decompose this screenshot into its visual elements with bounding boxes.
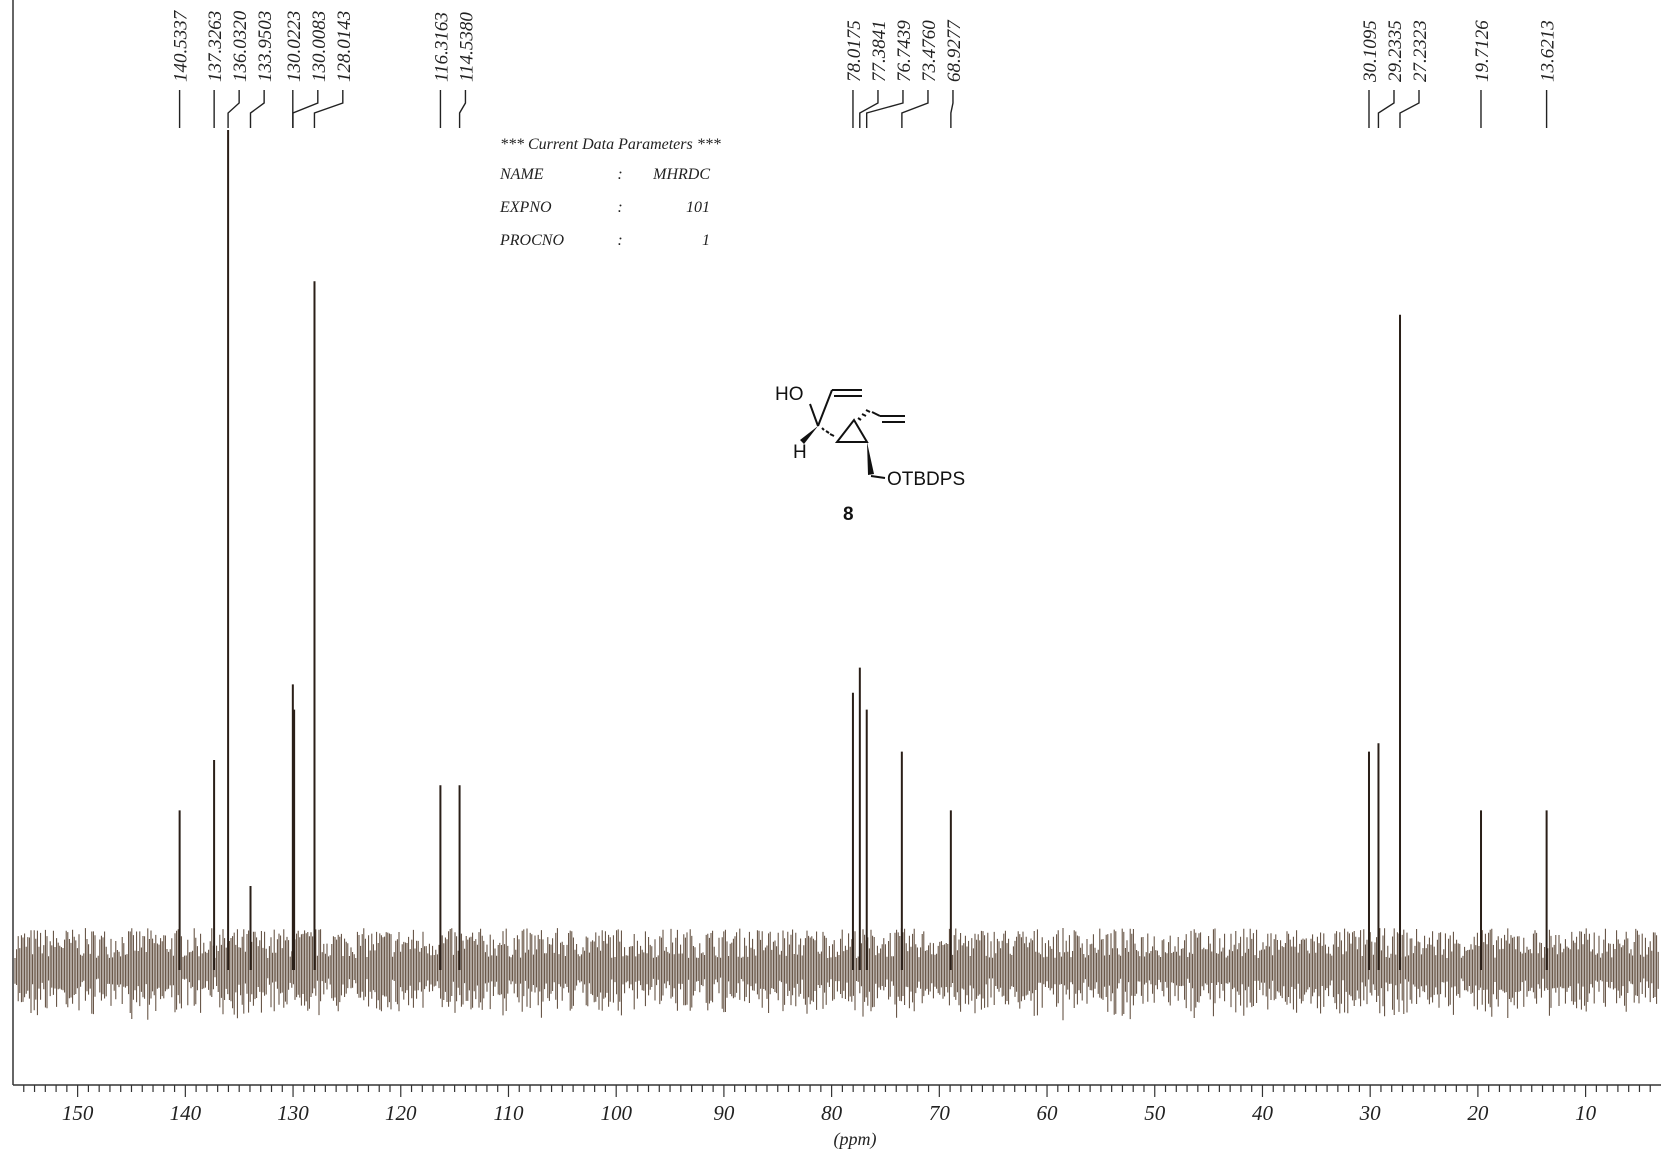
- peak-label: 13.6213: [1538, 20, 1559, 82]
- param-row-expno: EXPNO : 101: [500, 199, 721, 232]
- x-tick-label: 110: [494, 1101, 524, 1125]
- peak-label: 19.7126: [1472, 20, 1493, 82]
- x-tick-label: 90: [713, 1101, 735, 1125]
- baseline-noise: [14, 928, 1659, 1021]
- peak-label: 128.0143: [334, 11, 355, 82]
- parameters-title: *** Current Data Parameters ***: [500, 136, 721, 153]
- param-key: NAME: [500, 166, 544, 183]
- param-colon: :: [617, 166, 623, 183]
- peak-label: 130.0223: [284, 11, 305, 82]
- peak-label-connector: [859, 90, 879, 128]
- param-key: PROCNO: [500, 232, 564, 249]
- peak-label-connector: [227, 90, 240, 128]
- param-key: EXPNO: [500, 199, 552, 216]
- peak-label: 136.0320: [230, 10, 251, 82]
- molecule-otbdps-label: OTBDPS: [887, 469, 965, 490]
- peak-label: 27.2323: [1410, 20, 1431, 82]
- x-tick-label: 150: [62, 1101, 94, 1125]
- x-tick-label: 120: [385, 1101, 417, 1125]
- peak-label: 130.0083: [309, 11, 330, 82]
- x-tick-label: 60: [1037, 1101, 1059, 1125]
- peak-label: 30.1095: [1360, 20, 1381, 83]
- x-tick-label: 130: [277, 1101, 309, 1125]
- x-tick-label: 50: [1144, 1101, 1166, 1125]
- x-tick-label: 140: [170, 1101, 202, 1125]
- peak-label: 114.5380: [456, 12, 477, 82]
- peak-label-connector: [313, 90, 344, 128]
- peak-lines: [178, 130, 1548, 970]
- param-value: MHRDC: [653, 166, 710, 183]
- x-axis-label: (ppm): [834, 1129, 877, 1150]
- param-row-procno: PROCNO : 1: [500, 232, 721, 265]
- peak-label-connector: [292, 90, 319, 128]
- peak-label: 116.3163: [431, 12, 452, 82]
- compound-number: 8: [843, 504, 854, 525]
- param-row-name: NAME : MHRDC: [500, 166, 721, 199]
- peak-label-connectors: [178, 90, 1548, 128]
- peak-label-connector: [950, 90, 954, 128]
- x-tick-label: 10: [1575, 1101, 1597, 1125]
- param-colon: :: [617, 199, 623, 216]
- x-tick-label: 30: [1359, 1101, 1382, 1125]
- x-tick-label: 100: [600, 1101, 632, 1125]
- data-parameters-block: *** Current Data Parameters *** NAME : M…: [500, 136, 721, 265]
- peak-label: 78.0175: [844, 20, 865, 82]
- x-tick-label: 40: [1252, 1101, 1274, 1125]
- peak-label: 68.9277: [944, 19, 965, 82]
- x-tick-label: 80: [821, 1101, 843, 1125]
- peak-label: 133.9503: [255, 11, 276, 82]
- peak-label-connector: [249, 90, 265, 128]
- param-value: 101: [686, 199, 710, 216]
- peak-label-connector: [1399, 90, 1420, 128]
- peak-label: 76.7439: [894, 20, 915, 82]
- molecule-structure: HO H OTBDPS 8: [775, 384, 965, 525]
- molecule-ho-label: HO: [775, 384, 804, 405]
- peak-label: 29.2335: [1385, 20, 1406, 82]
- param-colon: :: [617, 232, 623, 249]
- molecule-h-label: H: [793, 442, 807, 463]
- peak-label: 77.3841: [869, 20, 890, 82]
- x-tick-label: 70: [929, 1101, 951, 1125]
- peak-label-connector: [865, 90, 904, 128]
- peak-label-connector: [901, 90, 929, 128]
- x-axis: 150 140 130 120 110 100 90 80 70 60 50 40 30 20 10: [13, 1084, 1661, 1125]
- peak-labels: 140.5337 137.3263 136.0320 133.9503 130.0223…: [171, 9, 1559, 83]
- peak-label-connector: [1377, 90, 1395, 128]
- peak-label: 73.4760: [919, 20, 940, 82]
- peak-label-connector: [458, 90, 467, 128]
- peak-label: 140.5337: [171, 9, 192, 82]
- peak-label: 137.3263: [205, 11, 226, 82]
- x-tick-label: 20: [1467, 1101, 1489, 1125]
- param-value: 1: [702, 232, 710, 249]
- noise-trace: [14, 928, 1659, 1021]
